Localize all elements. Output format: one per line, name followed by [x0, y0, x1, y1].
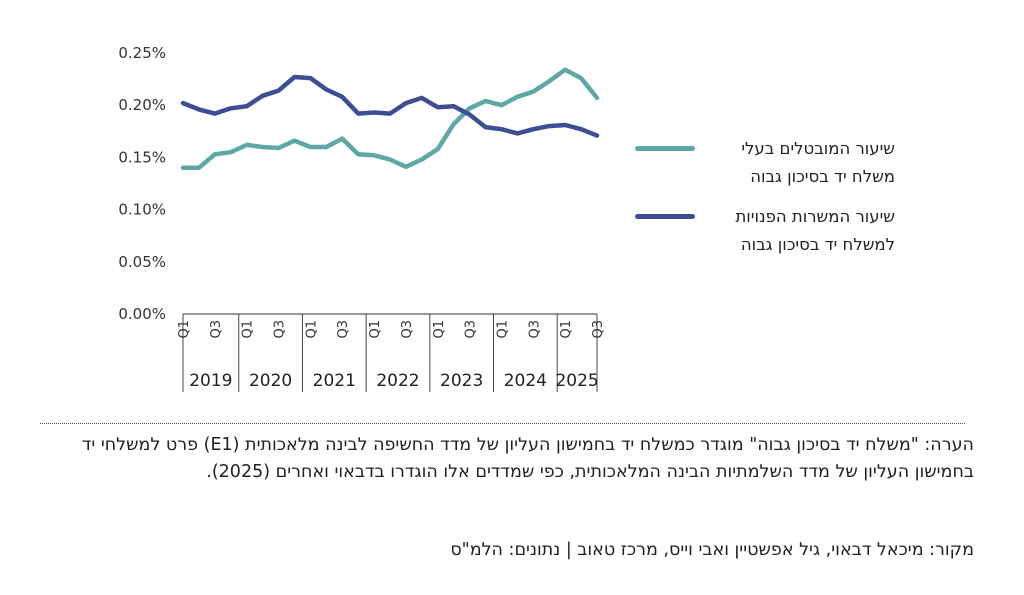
legend-swatch-unemployed	[635, 146, 695, 151]
legend-line: למשלח יד בסיכון גבוה	[740, 235, 895, 254]
x-tick-label: Q1	[304, 320, 319, 339]
year-label: 2019	[189, 371, 232, 391]
legend-line: שיעור המובטלים בעלי	[741, 139, 895, 158]
x-tick-label: Q1	[241, 320, 256, 339]
legend-line: משלח יד בסיכון גבוה	[750, 167, 895, 186]
y-tick-label: 0.20%	[118, 96, 166, 114]
year-label: 2020	[249, 371, 292, 391]
note-text: הערה: "משלח יד בסיכון גבוה" מוגדר כמשלח …	[81, 435, 974, 482]
year-label: 2025	[555, 371, 598, 391]
x-tick-label: Q1	[368, 320, 383, 339]
x-axis: Q1 Q3 Q1 Q3 Q1 Q3 Q1 Q3 Q1 Q3 Q1 Q3 Q1 Q3 2019 2020 2021…	[177, 313, 606, 392]
series-line-vacancies	[180, 74, 600, 138]
x-tick-label: Q1	[177, 320, 192, 339]
x-tick-label: Q1	[559, 320, 574, 339]
x-tick-label: Q3	[464, 320, 479, 339]
year-label: 2022	[376, 371, 419, 391]
y-axis: 0.25% 0.20% 0.15% 0.10% 0.05% 0.00%	[118, 44, 166, 323]
x-tick-label: Q3	[400, 320, 415, 339]
x-tick-label: Q3	[591, 320, 606, 339]
legend-line: שיעור המשרות הפנויות	[735, 207, 895, 226]
x-tick-label: Q3	[527, 320, 542, 339]
y-tick-label: 0.25%	[118, 44, 166, 62]
legend-label-unemployed: שיעור המובטלים בעלי משלח יד בסיכון גבוה	[705, 135, 895, 191]
series-line-unemployed	[180, 67, 600, 171]
x-tick-label: Q3	[273, 320, 288, 339]
x-tick-label: Q3	[209, 320, 224, 339]
y-tick-label: 0.00%	[118, 305, 166, 323]
y-tick-label: 0.10%	[118, 201, 166, 219]
y-tick-label: 0.05%	[118, 253, 166, 271]
legend-label-vacancies: שיעור המשרות הפנויות למשלח יד בסיכון גבו…	[705, 203, 895, 259]
year-label: 2021	[313, 371, 356, 391]
y-tick-label: 0.15%	[118, 148, 166, 166]
divider	[40, 423, 965, 424]
year-label: 2023	[440, 371, 483, 391]
legend-item-vacancies: שיעור המשרות הפנויות למשלח יד בסיכון גבו…	[635, 203, 895, 263]
source-text: מקור: מיכאל דבאוי, גיל אפשטיין ואבי וייס…	[450, 540, 974, 560]
x-tick-label: Q3	[336, 320, 351, 339]
line-chart: 0.25%0.20%0.15%0.10%0.05%0.00% Q1 Q3 Q1 Q3 Q…	[118, 44, 606, 392]
legend-item-unemployed: שיעור המובטלים בעלי משלח יד בסיכון גבוה	[635, 135, 895, 195]
x-tick-label: Q1	[495, 320, 510, 339]
x-tick-label: Q1	[432, 320, 447, 339]
legend-swatch-vacancies	[635, 214, 695, 219]
series-layer	[180, 67, 600, 171]
year-label: 2024	[504, 371, 547, 391]
